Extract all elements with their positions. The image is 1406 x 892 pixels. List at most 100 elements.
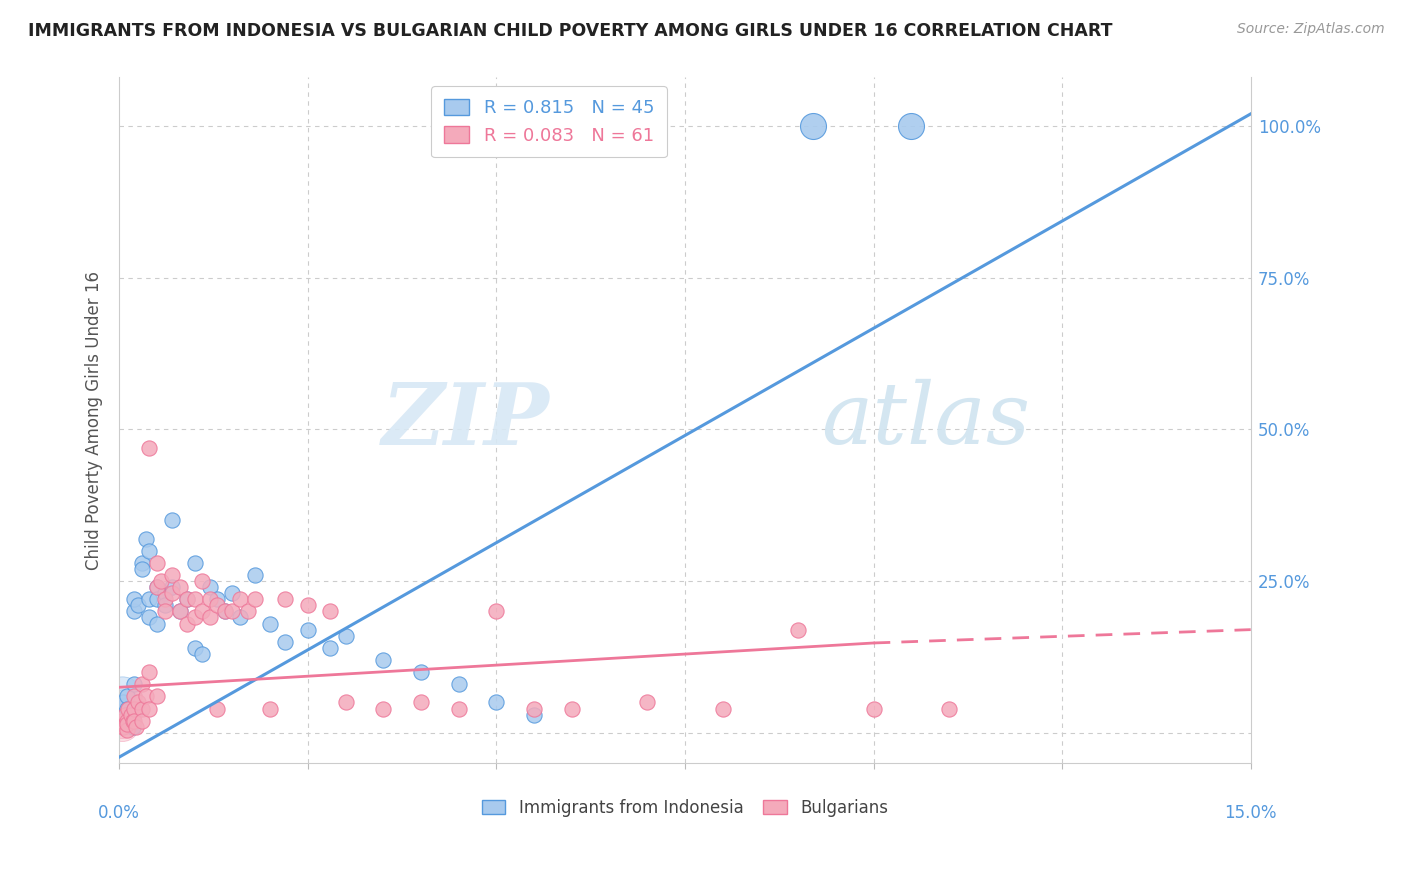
Point [146,592,169,607]
Point [169,604,191,618]
Point [373,701,395,715]
Point [447,701,470,715]
Point [297,599,319,613]
Point [274,592,297,607]
Point [112,720,135,734]
Point [153,604,176,618]
Point [335,695,357,709]
Legend: Immigrants from Indonesia, Bulgarians: Immigrants from Indonesia, Bulgarians [475,792,894,823]
Point [121,714,143,728]
Text: atlas: atlas [821,379,1031,462]
Point [115,701,138,715]
Point [138,543,160,558]
Point [115,714,138,728]
Point [561,701,583,715]
Point [259,701,281,715]
Point [938,701,960,715]
Point [221,604,243,618]
Point [636,695,658,709]
Point [131,556,153,570]
Point [131,701,153,715]
Point [787,623,810,637]
Point [146,616,169,631]
Point [153,592,176,607]
Point [236,604,259,618]
Point [124,714,146,728]
Point [409,695,432,709]
Point [124,677,146,691]
Point [138,441,160,455]
Point [243,592,266,607]
Point [176,616,198,631]
Point [110,707,132,722]
Point [229,610,252,624]
Point [135,532,157,546]
Point [110,690,132,704]
Text: ZIP: ZIP [381,378,550,462]
Point [114,707,136,722]
Point [160,580,183,594]
Point [214,604,236,618]
Point [131,562,153,576]
Point [115,716,138,731]
Point [485,695,508,709]
Text: Source: ZipAtlas.com: Source: ZipAtlas.com [1237,22,1385,37]
Point [183,556,205,570]
Point [191,574,214,588]
Point [138,701,160,715]
Point [523,707,546,722]
Point [214,604,236,618]
Point [191,647,214,661]
Point [112,707,135,722]
Point [131,714,153,728]
Point [160,586,183,600]
Text: IMMIGRANTS FROM INDONESIA VS BULGARIAN CHILD POVERTY AMONG GIRLS UNDER 16 CORREL: IMMIGRANTS FROM INDONESIA VS BULGARIAN C… [28,22,1112,40]
Point [191,604,214,618]
Point [153,586,176,600]
Point [125,720,148,734]
Point [169,604,191,618]
Point [409,665,432,679]
Point [160,568,183,582]
Point [183,592,205,607]
Point [373,653,395,667]
Point [131,677,153,691]
Point [207,599,229,613]
Point [711,701,734,715]
Point [523,701,546,715]
Point [146,580,169,594]
Point [221,586,243,600]
Point [115,690,138,704]
Point [138,610,160,624]
Point [485,604,508,618]
Point [319,604,342,618]
Point [243,568,266,582]
Point [259,616,281,631]
Point [112,695,135,709]
Point [198,580,221,594]
Text: 15.0%: 15.0% [1225,805,1277,822]
Point [121,720,143,734]
Point [124,690,146,704]
Point [198,610,221,624]
Point [153,599,176,613]
Point [900,119,922,133]
Point [124,604,146,618]
Point [183,640,205,655]
Point [112,701,135,715]
Point [127,599,149,613]
Point [114,707,136,722]
Point [146,556,169,570]
Point [146,580,169,594]
Point [169,580,191,594]
Point [111,716,134,731]
Point [124,592,146,607]
Point [146,690,169,704]
Point [135,690,157,704]
Point [117,714,139,728]
Point [229,592,252,607]
Y-axis label: Child Poverty Among Girls Under 16: Child Poverty Among Girls Under 16 [86,271,103,570]
Point [115,723,138,737]
Point [120,707,142,722]
Text: 0.0%: 0.0% [98,805,141,822]
